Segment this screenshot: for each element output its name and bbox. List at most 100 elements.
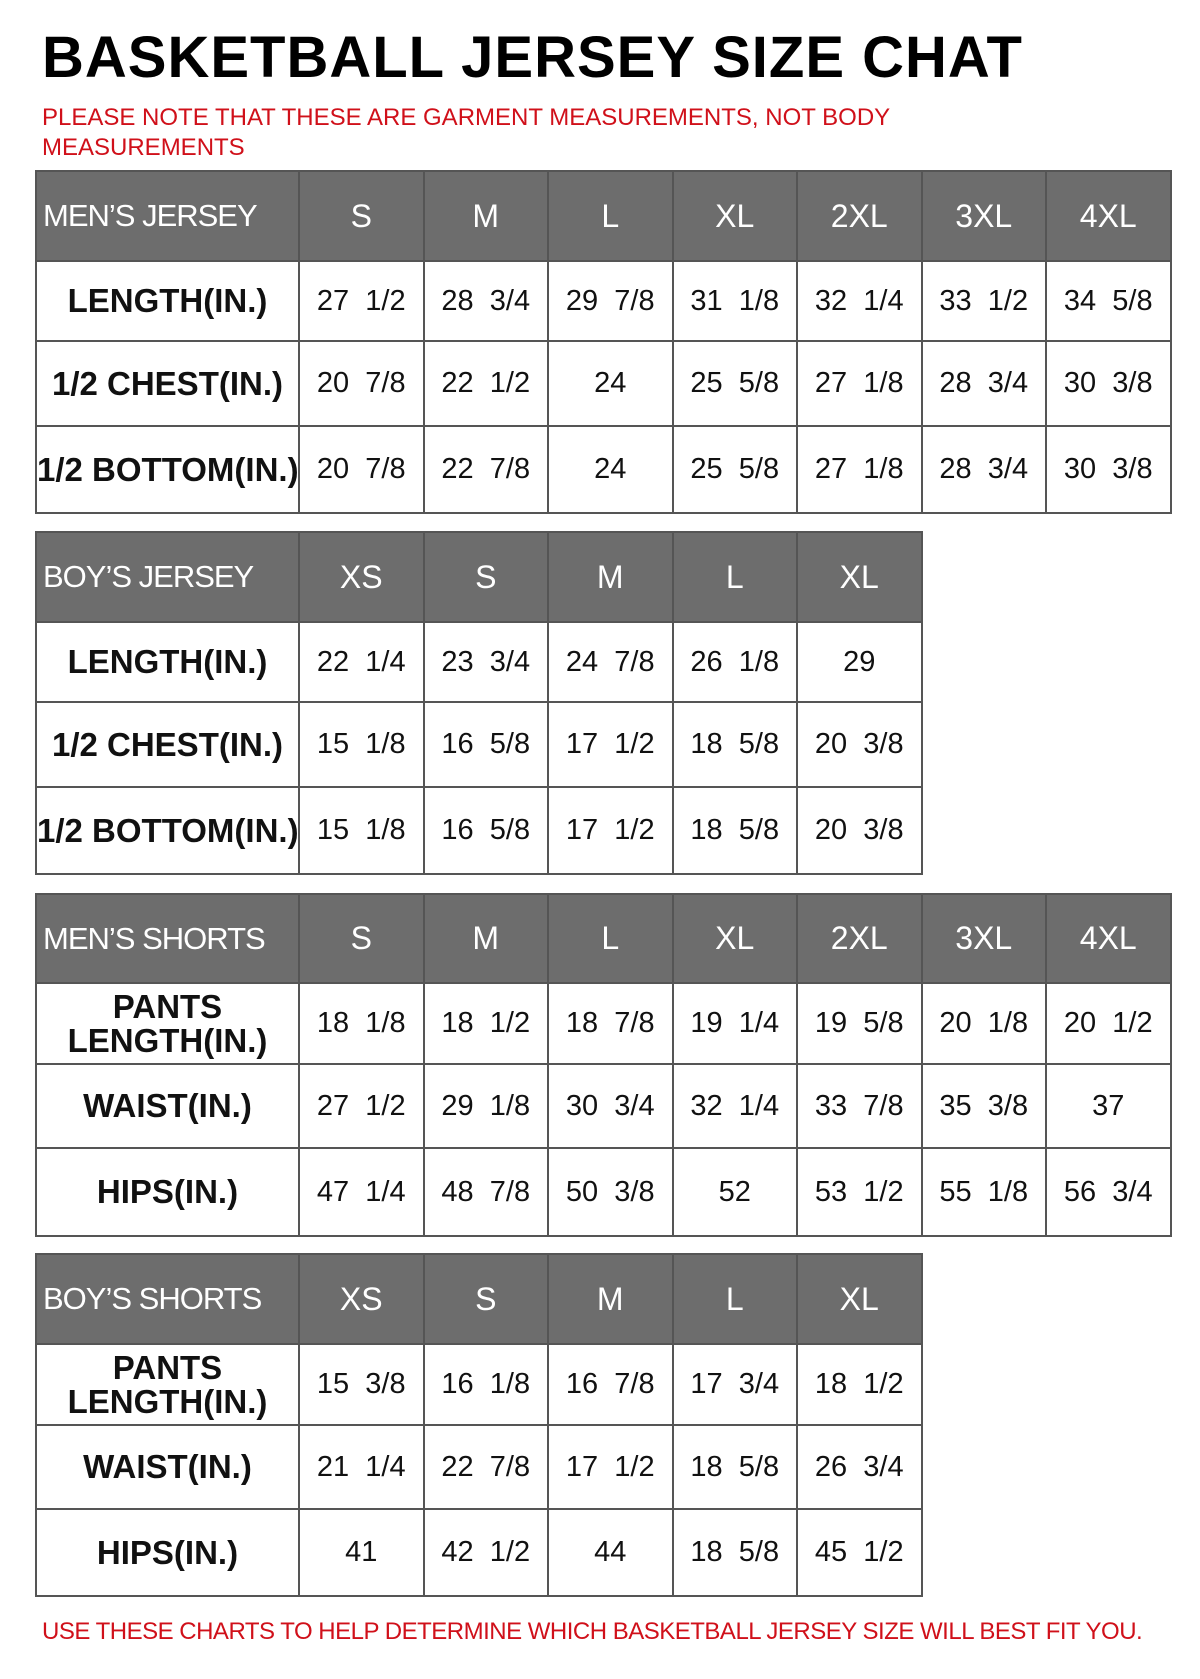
measurement-cell: 29 1/8 bbox=[422, 1063, 549, 1149]
measurement-cell: 30 3/8 bbox=[1045, 425, 1172, 514]
size-header: 4XL bbox=[1045, 893, 1172, 984]
row-label: HIPS(IN.) bbox=[35, 1508, 300, 1597]
measurement-cell: 29 bbox=[796, 621, 923, 703]
row-label: WAIST(IN.) bbox=[35, 1424, 300, 1510]
size-header: 3XL bbox=[920, 893, 1047, 984]
measurement-cell: 18 1/8 bbox=[298, 982, 425, 1065]
measurement-cell: 28 3/4 bbox=[920, 340, 1047, 427]
measurement-cell: 23 3/4 bbox=[422, 621, 549, 703]
row-label: LENGTH(IN.) bbox=[35, 621, 300, 703]
table-row: HIPS(IN.) 47 1/4 48 7/8 50 3/8 52 53 1/2 55 1/… bbox=[35, 1147, 1172, 1237]
size-header: XL bbox=[671, 893, 798, 984]
table-row: WAIST(IN.) 27 1/2 29 1/8 30 3/4 32 1/4 33 7/8… bbox=[35, 1063, 1172, 1149]
table-row: PANTS LENGTH(IN.) 18 1/8 18 1/2 18 7/8 19 1/… bbox=[35, 982, 1172, 1065]
measurement-cell: 26 3/4 bbox=[796, 1424, 923, 1510]
measurement-cell: 42 1/2 bbox=[422, 1508, 549, 1597]
table-row: HIPS(IN.) 41 42 1/2 44 18 5/8 45 1/2 bbox=[35, 1508, 923, 1597]
measurement-cell: 25 5/8 bbox=[671, 425, 798, 514]
measurement-cell: 15 1/8 bbox=[298, 701, 425, 788]
measurement-cell: 20 3/8 bbox=[796, 701, 923, 788]
size-header: M bbox=[547, 531, 674, 623]
boys-shorts-table: BOY’S SHORTS XS S M L XL PANTS LENGTH(IN.) 15 3… bbox=[35, 1253, 923, 1597]
table-row: WAIST(IN.) 21 1/4 22 7/8 17 1/2 18 5/8 26 3/4 bbox=[35, 1424, 923, 1510]
measurement-cell: 18 5/8 bbox=[671, 1508, 798, 1597]
size-header: XS bbox=[298, 1253, 425, 1345]
header-row: BOY’S JERSEY XS S M L XL bbox=[35, 531, 923, 623]
measurement-cell: 17 1/2 bbox=[547, 1424, 674, 1510]
measurement-cell: 24 7/8 bbox=[547, 621, 674, 703]
table-row: 1/2 CHEST(IN.) 20 7/8 22 1/2 24 25 5/8 27 1/8… bbox=[35, 340, 1172, 427]
measurement-cell: 28 3/4 bbox=[422, 260, 549, 342]
measurement-cell: 28 3/4 bbox=[920, 425, 1047, 514]
measurement-cell: 19 5/8 bbox=[796, 982, 923, 1065]
size-header: XL bbox=[796, 531, 923, 623]
measurement-cell: 27 1/2 bbox=[298, 1063, 425, 1149]
measurement-cell: 18 5/8 bbox=[671, 786, 798, 875]
measurement-cell: 18 1/2 bbox=[796, 1343, 923, 1426]
measurement-cell: 22 1/4 bbox=[298, 621, 425, 703]
table-row: LENGTH(IN.) 27 1/2 28 3/4 29 7/8 31 1/8 32 1/… bbox=[35, 260, 1172, 342]
header-row: BOY’S SHORTS XS S M L XL bbox=[35, 1253, 923, 1345]
size-header: XL bbox=[796, 1253, 923, 1345]
size-header: 2XL bbox=[796, 893, 923, 984]
row-label: LENGTH(IN.) bbox=[35, 260, 300, 342]
size-header: M bbox=[422, 893, 549, 984]
size-header: 2XL bbox=[796, 170, 923, 262]
table-title: MEN’S JERSEY bbox=[35, 170, 300, 262]
size-header: S bbox=[422, 1253, 549, 1345]
table-row: PANTS LENGTH(IN.) 15 3/8 16 1/8 16 7/8 17 3/… bbox=[35, 1343, 923, 1426]
measurement-cell: 44 bbox=[547, 1508, 674, 1597]
measurement-cell: 53 1/2 bbox=[796, 1147, 923, 1237]
measurement-cell: 17 1/2 bbox=[547, 701, 674, 788]
measurement-cell: 15 3/8 bbox=[298, 1343, 425, 1426]
measurement-cell: 27 1/8 bbox=[796, 340, 923, 427]
measurement-cell: 34 5/8 bbox=[1045, 260, 1172, 342]
measurement-cell: 27 1/8 bbox=[796, 425, 923, 514]
table-row: 1/2 BOTTOM(IN.) 15 1/8 16 5/8 17 1/2 18 5/8 2… bbox=[35, 786, 923, 875]
page-title: BASKETBALL JERSEY SIZE CHAT bbox=[42, 25, 1023, 90]
header-row: MEN’S JERSEY S M L XL 2XL 3XL 4XL bbox=[35, 170, 1172, 262]
measurement-cell: 33 7/8 bbox=[796, 1063, 923, 1149]
mens-shorts-table: MEN’S SHORTS S M L XL 2XL 3XL 4XL PANTS LENGTH(I… bbox=[35, 893, 1172, 1237]
measurement-cell: 19 1/4 bbox=[671, 982, 798, 1065]
garment-note: PLEASE NOTE THAT THESE ARE GARMENT MEASU… bbox=[42, 104, 890, 161]
size-header: L bbox=[671, 1253, 798, 1345]
table-row: 1/2 CHEST(IN.) 15 1/8 16 5/8 17 1/2 18 5/8 20… bbox=[35, 701, 923, 788]
measurement-cell: 25 5/8 bbox=[671, 340, 798, 427]
size-header: L bbox=[547, 893, 674, 984]
measurement-cell: 37 bbox=[1045, 1063, 1172, 1149]
row-label: 1/2 BOTTOM(IN.) bbox=[35, 425, 300, 514]
header-row: MEN’S SHORTS S M L XL 2XL 3XL 4XL bbox=[35, 893, 1172, 984]
measurement-cell: 22 7/8 bbox=[422, 425, 549, 514]
measurement-cell: 16 1/8 bbox=[422, 1343, 549, 1426]
measurement-cell: 31 1/8 bbox=[671, 260, 798, 342]
measurement-cell: 15 1/8 bbox=[298, 786, 425, 875]
boys-jersey-table: BOY’S JERSEY XS S M L XL LENGTH(IN.) 22 1/4 23 3… bbox=[35, 531, 923, 875]
measurement-cell: 35 3/8 bbox=[920, 1063, 1047, 1149]
measurement-cell: 20 1/2 bbox=[1045, 982, 1172, 1065]
measurement-cell: 27 1/2 bbox=[298, 260, 425, 342]
row-label: PANTS LENGTH(IN.) bbox=[35, 1343, 300, 1426]
measurement-cell: 20 7/8 bbox=[298, 340, 425, 427]
measurement-cell: 24 bbox=[547, 425, 674, 514]
measurement-cell: 48 7/8 bbox=[422, 1147, 549, 1237]
measurement-cell: 32 1/4 bbox=[796, 260, 923, 342]
measurement-cell: 16 7/8 bbox=[547, 1343, 674, 1426]
measurement-cell: 18 7/8 bbox=[547, 982, 674, 1065]
size-header: XS bbox=[298, 531, 425, 623]
row-label: PANTS LENGTH(IN.) bbox=[35, 982, 300, 1065]
measurement-cell: 16 5/8 bbox=[422, 701, 549, 788]
table-row: LENGTH(IN.) 22 1/4 23 3/4 24 7/8 26 1/8 29 bbox=[35, 621, 923, 703]
size-header: L bbox=[547, 170, 674, 262]
measurement-cell: 20 1/8 bbox=[920, 982, 1047, 1065]
size-header: L bbox=[671, 531, 798, 623]
measurement-cell: 30 3/8 bbox=[1045, 340, 1172, 427]
measurement-cell: 50 3/8 bbox=[547, 1147, 674, 1237]
size-header: S bbox=[298, 170, 425, 262]
measurement-cell: 47 1/4 bbox=[298, 1147, 425, 1237]
footer-note: USE THESE CHARTS TO HELP DETERMINE WHICH… bbox=[42, 1618, 1143, 1645]
table-title: MEN’S SHORTS bbox=[35, 893, 300, 984]
table-title: BOY’S JERSEY bbox=[35, 531, 300, 623]
measurement-cell: 41 bbox=[298, 1508, 425, 1597]
size-header: M bbox=[422, 170, 549, 262]
